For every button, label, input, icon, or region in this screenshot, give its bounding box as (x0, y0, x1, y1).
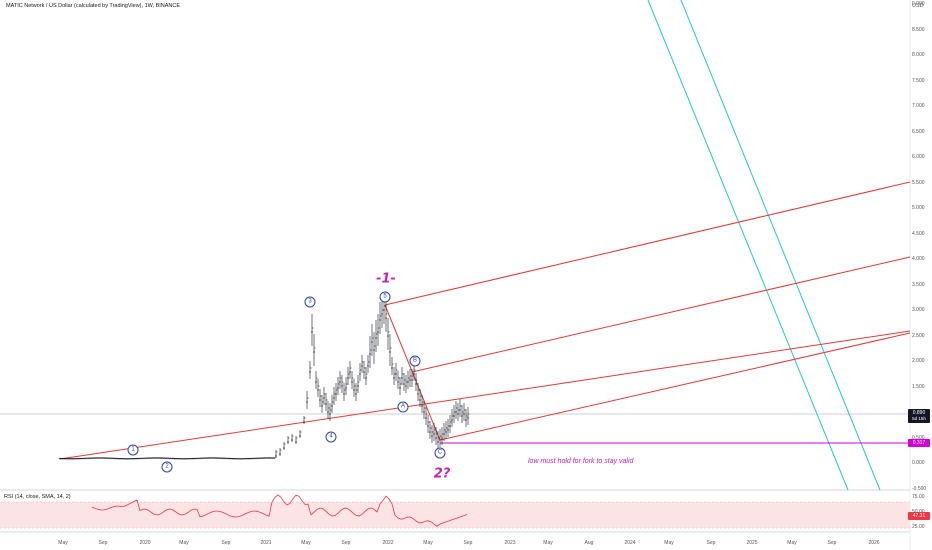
chart-title: MATIC Network / US Dollar (calculated by… (6, 3, 181, 9)
pitchfork-median-line[interactable] (411, 256, 911, 373)
time-tick-label: May (58, 540, 68, 546)
channel-upper-line[interactable] (647, 0, 849, 491)
price-tick-label: 6.000 (912, 154, 925, 160)
price-tick-label: 5.500 (912, 179, 925, 186)
wave-circle-4: 4 (325, 431, 337, 443)
current-price-badge: 0.890 5d 15h (908, 409, 930, 423)
time-tick-label: May (301, 540, 311, 546)
wave-circle-2: 2 (161, 461, 173, 473)
pitchfork-upper-tine[interactable] (384, 181, 911, 306)
wave-1-label: -1- (376, 271, 396, 287)
price-tick-label: 9.000 (912, 1, 925, 7)
time-tick-label: May (543, 540, 553, 546)
time-tick-label: Sep (98, 540, 108, 546)
wave-circle-5: 5 (379, 291, 391, 303)
rsi-value-badge: 47.31 (908, 512, 930, 520)
time-tick-label: 2020 (139, 540, 151, 546)
price-tick-label: 8.000 (912, 52, 925, 58)
time-tick-label: Sep (706, 540, 716, 546)
support-note: low must hold for fork to stay valid (528, 458, 634, 465)
time-tick-label: 2025 (746, 540, 758, 546)
wave-circle-b: B (409, 355, 421, 367)
price-tick-label: 7.000 (912, 103, 925, 109)
price-tick-label: 3.000 (912, 307, 925, 313)
price-tick-label: 3.500 (912, 281, 925, 288)
price-tick-label: -0.500 (912, 485, 927, 492)
bar-countdown: 5d 15h (912, 416, 926, 421)
wave-circle-c: C (434, 447, 446, 459)
time-tick-label: May (423, 540, 433, 546)
price-tick-label: 2.500 (912, 332, 925, 339)
price-tick-label: 4.000 (912, 256, 925, 262)
time-tick-label: May (664, 540, 674, 546)
current-price-value: 0.890 (912, 410, 926, 416)
time-tick-label: Sep (463, 540, 473, 546)
time-tick-label: May (787, 540, 797, 546)
time-tick-label: 2026 (868, 540, 880, 546)
wave-circle-a: A (397, 401, 409, 413)
price-tick-label: 6.500 (912, 128, 925, 135)
channel-lower-line[interactable] (680, 0, 881, 491)
price-tick-label: 1.500 (912, 383, 925, 390)
wave-circle-3: 3 (304, 296, 316, 308)
pitchfork-handle[interactable] (384, 304, 441, 441)
time-tick-label: May (179, 540, 189, 546)
pitchfork-lower-base-line[interactable] (59, 330, 911, 460)
wave-2-label: 2? (433, 466, 451, 482)
price-tick-label: 4.500 (912, 230, 925, 237)
low-level-value: 0.317 (912, 440, 926, 446)
time-tick-label: Sep (221, 540, 231, 546)
rsi-title: RSI (14, close, SMA, 14, 2) (4, 494, 71, 500)
rsi-tick-label: 25.00 (912, 524, 925, 530)
pitchfork-lower-tine[interactable] (439, 332, 911, 441)
rsi-band (0, 502, 910, 528)
currency-label: USD (912, 3, 924, 9)
time-tick-label: Sep (341, 540, 351, 546)
rsi-tick-label: 75.00 (912, 494, 925, 500)
price-tick-label: 8.500 (912, 26, 925, 33)
rsi-line[interactable] (91, 494, 468, 527)
price-tick-label: 7.500 (912, 77, 925, 84)
time-tick-label: Sep (827, 540, 837, 546)
time-tick-label: 2022 (382, 540, 394, 546)
rsi-value: 47.31 (912, 513, 926, 519)
price-tick-label: 0.000 (912, 460, 925, 466)
time-tick-label: 2021 (260, 540, 272, 546)
time-tick-label: 2024 (624, 540, 636, 546)
price-candles[interactable] (59, 292, 470, 460)
price-tick-label: 0.500 (912, 434, 925, 441)
price-tick-label: 2.000 (912, 358, 925, 364)
price-tick-label: 5.000 (912, 205, 925, 211)
low-level-badge: 0.317 (908, 439, 930, 447)
wave-circle-1: 1 (127, 444, 139, 456)
time-tick-label: 2023 (504, 540, 516, 546)
time-tick-label: Aug (584, 540, 594, 546)
